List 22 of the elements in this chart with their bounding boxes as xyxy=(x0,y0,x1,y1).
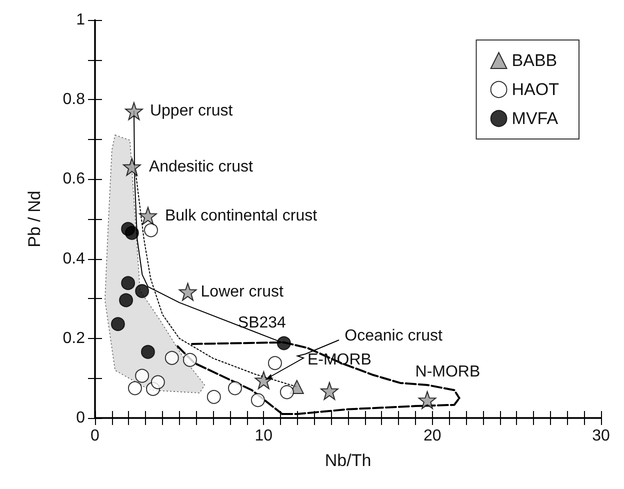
legend-label: HAOT xyxy=(512,80,560,99)
y-tick-label: 0 xyxy=(76,410,86,426)
legend-label: BABB xyxy=(512,51,558,70)
y-tick-label: 0.6 xyxy=(62,170,86,188)
y-tick-label: 1 xyxy=(76,12,86,28)
annotation: N-MORB xyxy=(415,364,480,381)
x-tick-label: 10 xyxy=(254,428,273,444)
x-axis-title: Nb/Th xyxy=(324,451,372,470)
x-tick-label: 0 xyxy=(90,428,100,444)
y-tick-label: 0.2 xyxy=(62,330,86,347)
y-axis-title: Pb / Nd xyxy=(25,190,44,248)
annotation: Andesitic crust xyxy=(148,158,254,176)
y-tick-label: 0.8 xyxy=(62,91,86,108)
annotation: Lower crust xyxy=(200,283,284,300)
x-tick-label: 30 xyxy=(592,428,610,444)
annotation: Oceanic crust xyxy=(344,328,444,345)
x-tick-label: 20 xyxy=(423,428,442,444)
annotation: Bulk continental crust xyxy=(164,207,318,224)
legend-label: MVFA xyxy=(512,109,559,128)
annotation: SB234 xyxy=(238,314,286,332)
y-tick-label: 0.4 xyxy=(62,250,86,268)
annotation: Upper crust xyxy=(150,102,234,120)
